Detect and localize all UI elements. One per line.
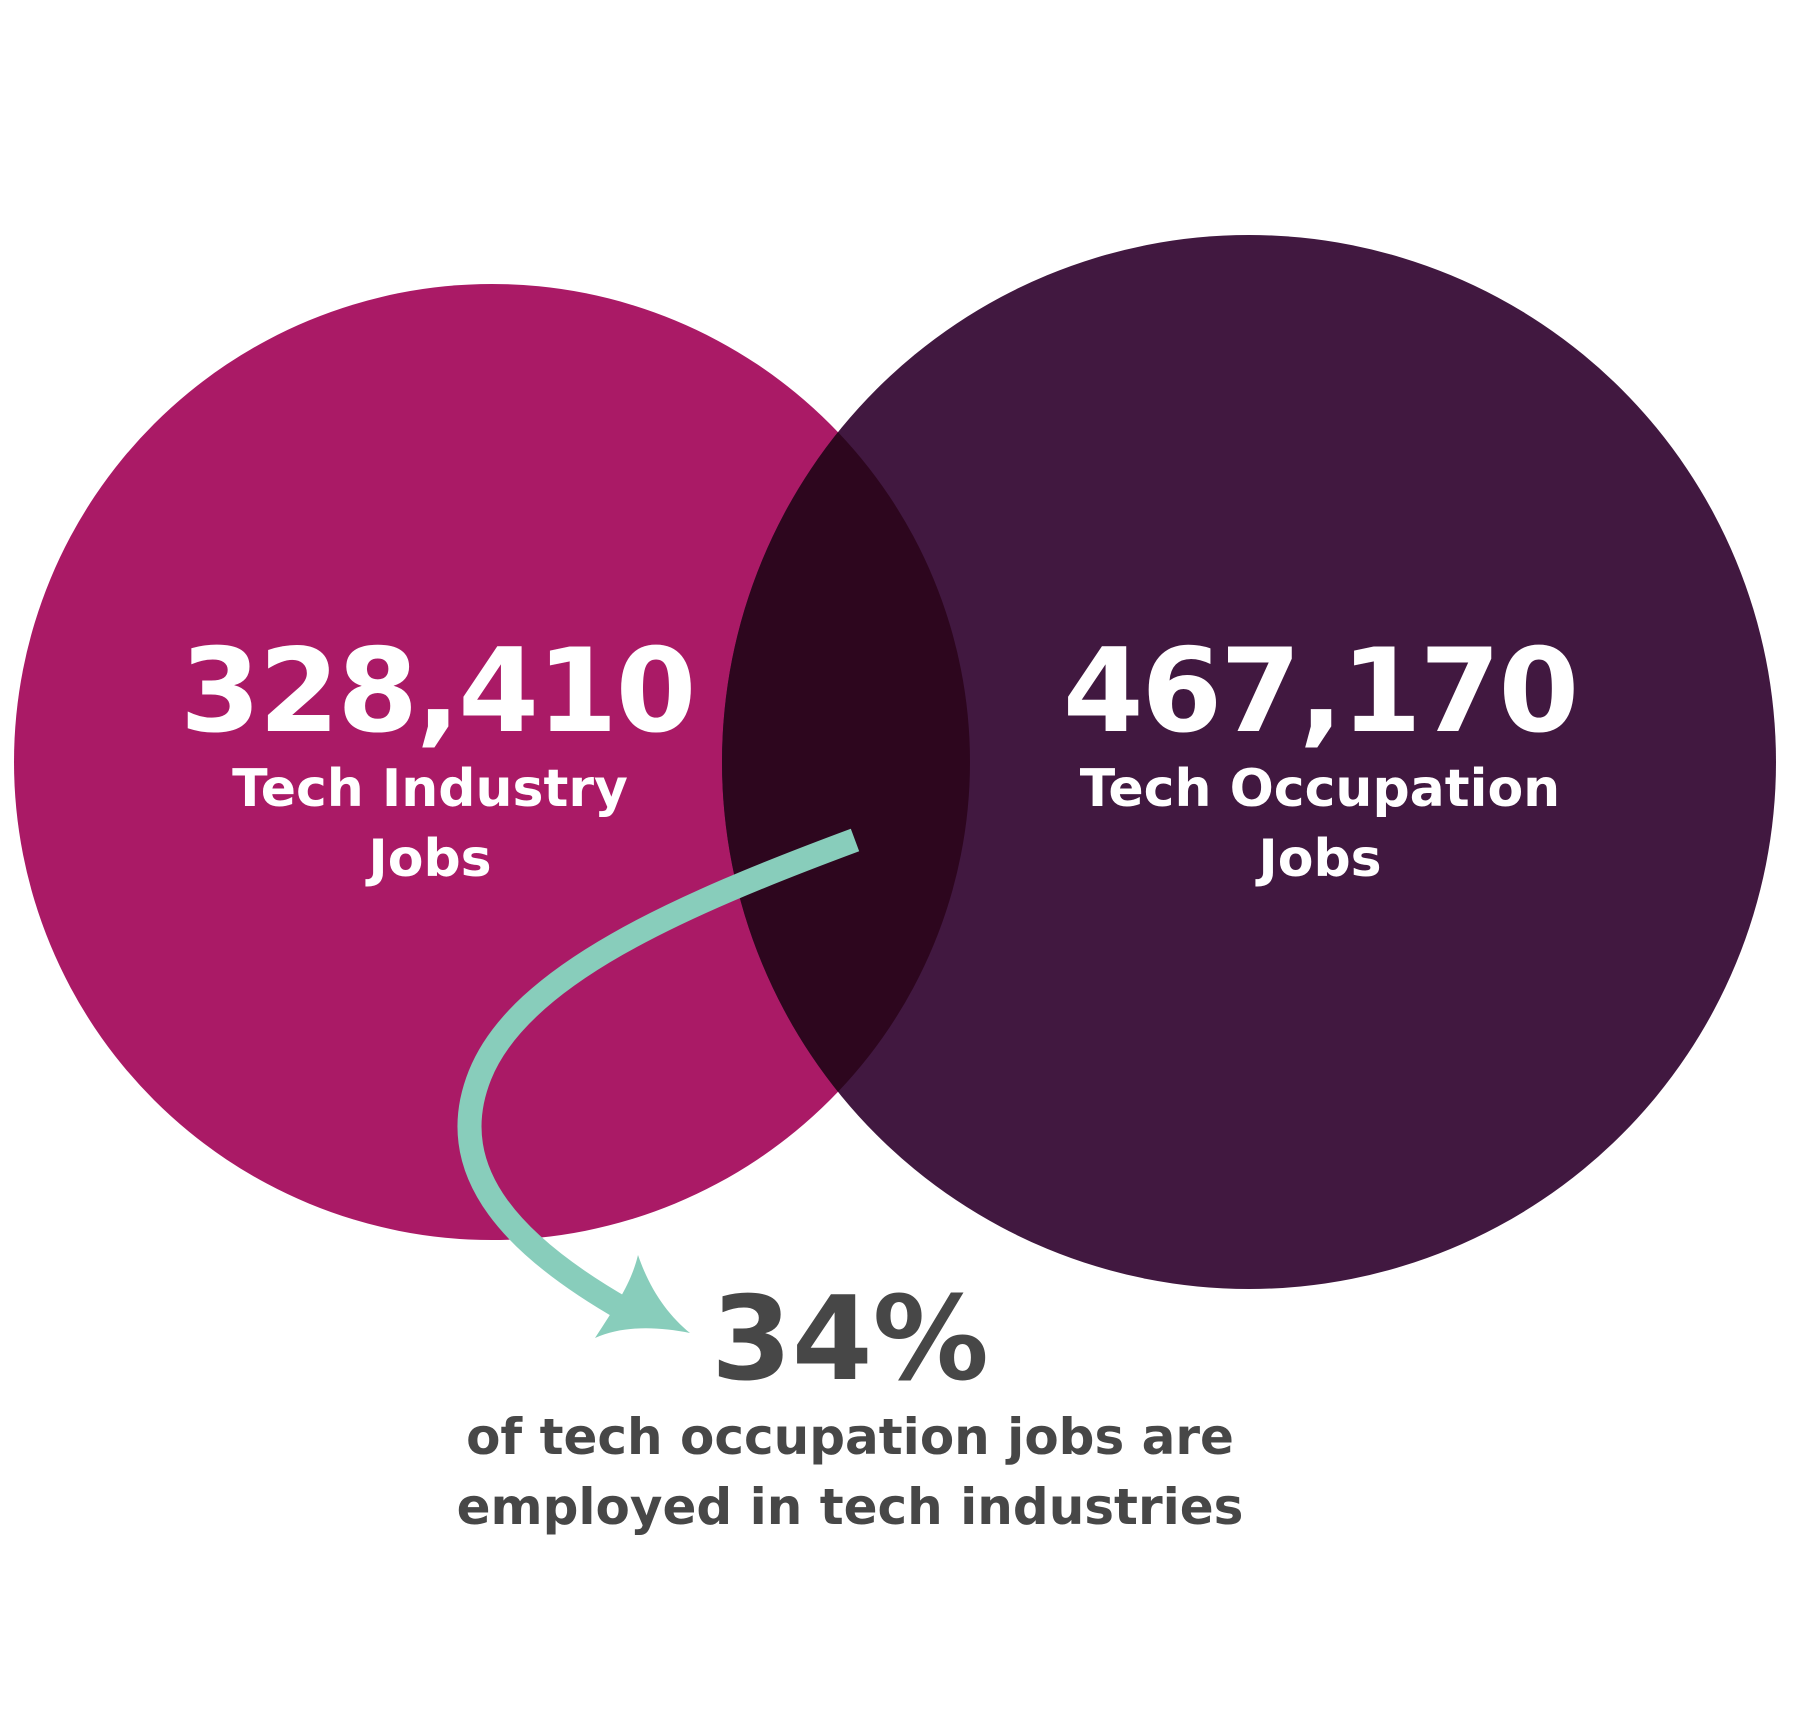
- tech-occupation-value: 467,170: [1062, 624, 1579, 759]
- arrow-curve: [457, 828, 860, 1321]
- overlap-percent: 34%: [711, 1272, 989, 1407]
- tech-industry-label: 328,410 Tech Industry Jobs: [180, 624, 696, 894]
- tech-industry-circle: [14, 284, 970, 1240]
- tech-industry-label-line1: Tech Industry: [232, 759, 628, 819]
- arrow-head-icon: [595, 1255, 690, 1338]
- tech-occupation-label-line2: Jobs: [1258, 829, 1382, 889]
- overlap-stat: 34% of tech occupation jobs are employed…: [440, 1278, 1260, 1542]
- overlap-caption-line2: employed in tech industries: [456, 1478, 1244, 1536]
- tech-occupation-circle: [722, 235, 1776, 1289]
- tech-occupation-label-line1: Tech Occupation: [1079, 759, 1561, 819]
- tech-industry-value: 328,410: [180, 624, 696, 759]
- tech-industry-label-line2: Jobs: [368, 829, 492, 889]
- tech-occupation-label: 467,170 Tech Occupation Jobs: [1040, 630, 1600, 894]
- overlap-caption-line1: of tech occupation jobs are: [466, 1408, 1234, 1466]
